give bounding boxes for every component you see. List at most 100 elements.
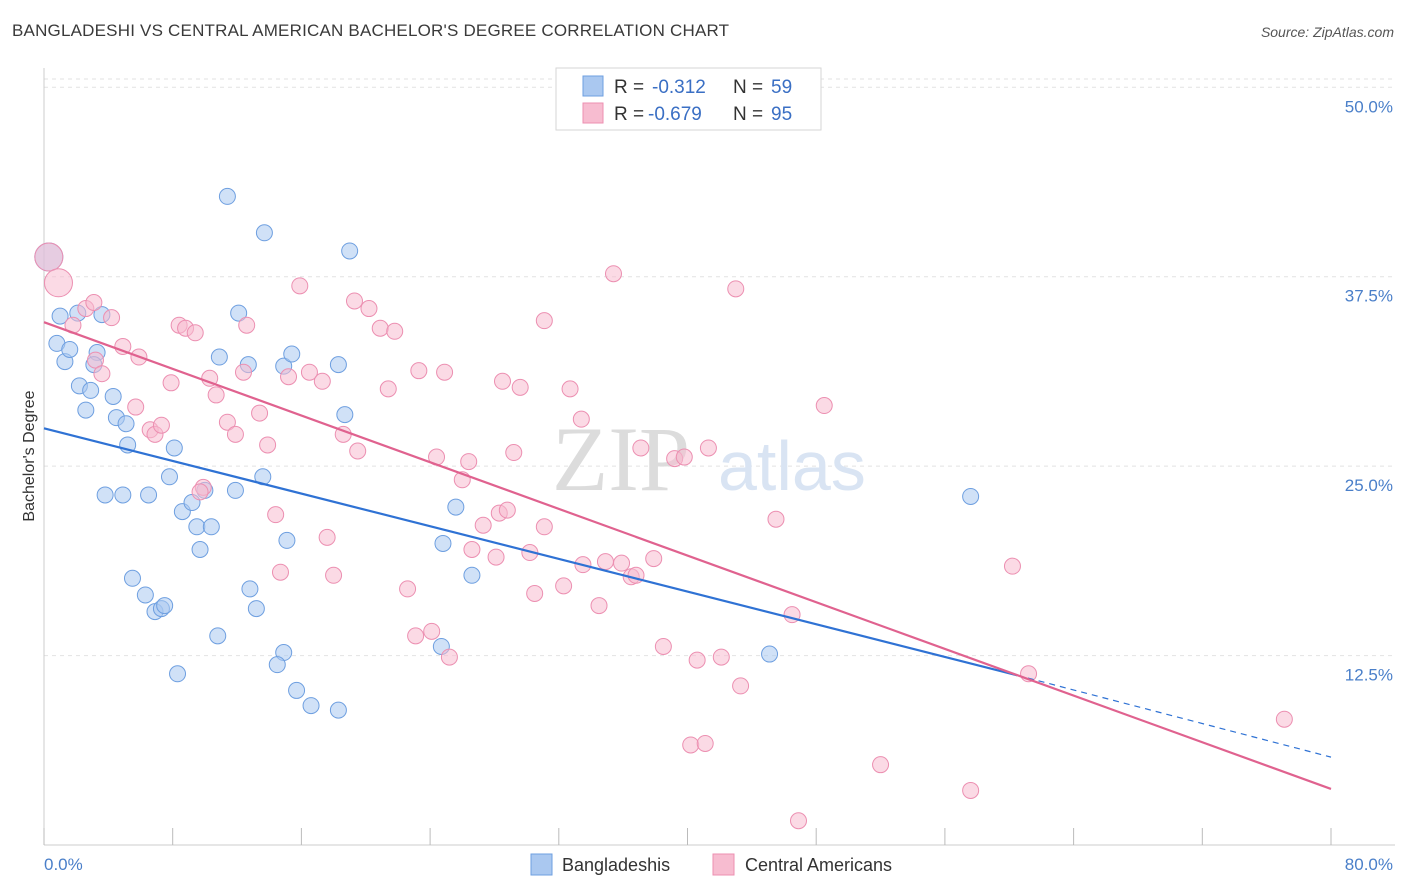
central-american-point (386, 322, 404, 340)
central-american-point (613, 554, 631, 572)
central-american-point (696, 734, 714, 752)
central-american-point (440, 648, 458, 666)
bangladeshi-point (61, 340, 79, 358)
bangladeshi-point (283, 345, 301, 363)
central-american-point (86, 351, 104, 369)
central-american-point (360, 300, 378, 318)
central-american-point (162, 374, 180, 392)
central-american-point (251, 404, 269, 422)
central-american-point (535, 312, 553, 330)
y-tick-label: 50.0% (1345, 97, 1393, 116)
bangladeshi-trend-line (43, 427, 1018, 677)
legend-swatch-central-americans (582, 102, 604, 124)
central-american-point (93, 365, 111, 383)
bangladeshi-point (761, 645, 779, 663)
bangladeshi-point (165, 439, 183, 457)
central-american-point (379, 380, 397, 398)
central-american-point (423, 622, 441, 640)
central-american-point (207, 386, 225, 404)
bangladeshi-point (329, 701, 347, 719)
central-american-point (732, 677, 750, 695)
central-american-point (271, 563, 289, 581)
central-american-trend-line (43, 321, 1332, 790)
central-american-point (474, 516, 492, 534)
central-american-point (727, 280, 745, 298)
central-american-point (1003, 557, 1021, 575)
central-american-point (511, 378, 529, 396)
x-tick-label-max: 80.0% (1345, 855, 1393, 874)
central-american-point (436, 363, 454, 381)
legend-n-label-1: N = (733, 77, 763, 98)
central-american-point (535, 518, 553, 536)
watermark: ZIP atlas (552, 408, 866, 510)
x-tick-label-min: 0.0% (44, 855, 83, 874)
central-american-point (34, 242, 64, 272)
bangladeshi-point (241, 580, 259, 598)
central-american-point (407, 627, 425, 645)
bangladeshi-point (191, 541, 209, 558)
central-american-point (1275, 710, 1293, 728)
bangladeshi-point (210, 348, 228, 366)
central-american-point (712, 648, 730, 666)
bangladeshi-point (230, 304, 248, 322)
bangladeshi-point (104, 387, 122, 405)
central-american-point (43, 268, 73, 298)
bangladeshi-point (96, 486, 114, 504)
central-american-point (410, 362, 428, 380)
bangladeshi-point (160, 468, 178, 486)
bangladeshi-point (247, 600, 265, 618)
legend-n-value-2: 95 (771, 104, 792, 125)
chart-source: Source: ZipAtlas.com (1260, 24, 1394, 40)
bangladeshi-point (123, 569, 141, 587)
y-tick-label: 25.0% (1345, 476, 1393, 495)
y-tick-label: 37.5% (1345, 287, 1393, 306)
bangladeshi-point (140, 486, 158, 504)
central-american-point (238, 316, 256, 334)
central-american-point (291, 277, 309, 295)
x-ticks (43, 828, 1332, 845)
legend-swatch-bangladeshis (582, 75, 604, 97)
bangladeshi-point (226, 481, 244, 499)
legend-n-label-2: N = (733, 104, 763, 125)
central-american-point (371, 319, 389, 337)
central-american-point (632, 439, 650, 457)
central-american-point (226, 425, 244, 443)
central-american-point (399, 580, 417, 598)
y-tick-label: 12.5% (1345, 666, 1393, 685)
bangladeshi-point (51, 307, 69, 325)
central-american-point (345, 292, 363, 310)
y-axis-label: Bachelor's Degree (21, 390, 38, 521)
central-american-point (349, 442, 367, 460)
central-american-point (498, 501, 516, 519)
central-american-point (267, 506, 285, 524)
central-american-point (280, 368, 298, 386)
central-american-point (872, 756, 890, 774)
central-american-point (526, 584, 544, 602)
central-american-point (218, 413, 236, 431)
central-american-point (767, 510, 785, 528)
bangladeshi-point (218, 187, 236, 205)
legend-r-label-1: R = (614, 77, 644, 98)
trend-lines (43, 321, 1332, 790)
central-american-point (505, 444, 523, 462)
central-american-point (962, 781, 980, 799)
bangladeshi-point (268, 656, 286, 674)
central-american-point (561, 380, 579, 398)
central-american-point (300, 363, 318, 381)
central-american-point (590, 597, 608, 615)
legend: R = -0.312 N = 59 R = -0.679 N = 95 (555, 67, 822, 131)
y-tick-labels: 12.5% 25.0% 37.5% 50.0% (1345, 97, 1393, 684)
legend-n-value-1: 59 (771, 77, 792, 98)
central-american-point (259, 436, 277, 454)
central-american-point (699, 439, 717, 457)
bangladeshi-point (136, 586, 154, 604)
central-american-point (313, 372, 331, 390)
bangladeshi-point (117, 415, 135, 433)
central-american-point (493, 372, 511, 390)
bangladeshi-point (288, 681, 306, 699)
bangladeshi-point (463, 566, 481, 584)
central-american-point (325, 566, 343, 584)
bottom-legend-swatch-bangladeshis (530, 853, 553, 876)
central-american-point (604, 265, 622, 283)
